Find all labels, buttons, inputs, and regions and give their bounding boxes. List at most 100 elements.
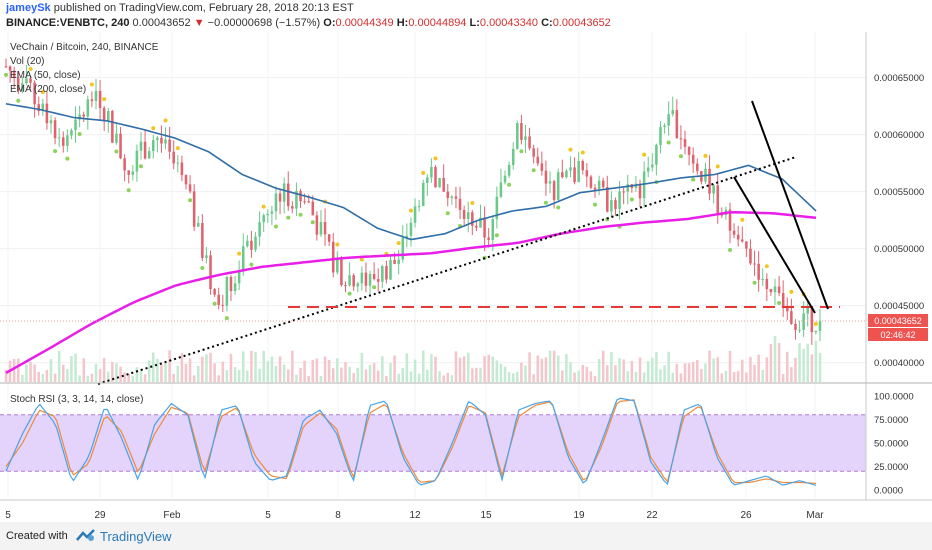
volume-bar — [471, 368, 474, 382]
candle — [49, 120, 53, 124]
volume-bar — [442, 375, 445, 382]
candle — [638, 183, 642, 199]
volume-bar — [389, 363, 392, 382]
symbol-line: BINANCE:VENBTC, 240 0.00043652 ▼ −0.0000… — [6, 17, 611, 29]
candle — [372, 274, 376, 279]
candle — [221, 304, 225, 306]
volume-bar — [74, 353, 77, 382]
stoch-label: Stoch RSI (3, 3, 14, 14, close) — [10, 394, 143, 405]
candle — [442, 177, 445, 192]
candle — [368, 274, 372, 286]
ema50-line[interactable] — [5, 103, 817, 241]
volume-bar — [323, 356, 327, 382]
volume-bar — [651, 357, 654, 382]
candle — [106, 111, 110, 122]
stoch-k-line[interactable] — [5, 397, 817, 486]
candle — [147, 151, 151, 159]
tradingview-logo-icon[interactable] — [76, 528, 96, 542]
volume-bar — [454, 351, 458, 382]
candle — [344, 285, 347, 287]
volume-bar — [381, 356, 384, 382]
candle — [671, 110, 675, 115]
low-value: 0.00043340 — [479, 17, 539, 29]
volume-bar — [450, 375, 454, 382]
volume-bar — [356, 367, 360, 382]
volume-bar — [659, 369, 662, 382]
candle — [127, 170, 130, 175]
candle — [393, 259, 396, 264]
volume-bar — [524, 365, 527, 382]
volume-bar — [184, 363, 188, 382]
volume-bar — [340, 367, 343, 382]
wedge-upper-line[interactable] — [751, 100, 829, 310]
candle — [581, 160, 585, 171]
candle — [626, 184, 630, 192]
time-axis[interactable]: 5 29 Feb 5 8 12 15 19 22 26 Mar — [5, 510, 824, 521]
volume-bar — [773, 336, 777, 382]
sar-dot — [224, 316, 229, 321]
sar-dot — [703, 153, 708, 158]
time-tick-label: 5 — [5, 510, 11, 521]
candle — [646, 167, 650, 172]
sar-dot — [519, 149, 524, 154]
candle — [33, 82, 36, 105]
candle — [462, 209, 466, 219]
stoch-axis[interactable]: 100.0000 75.0000 50.0000 25.0000 0.0000 — [874, 392, 914, 497]
candle — [41, 103, 45, 112]
candle — [299, 190, 302, 202]
candle — [802, 313, 805, 330]
sar-dot — [77, 131, 82, 136]
candle — [552, 181, 556, 200]
sar-dot — [65, 156, 70, 161]
volume-bar — [401, 368, 405, 382]
candle — [479, 217, 482, 228]
candle — [352, 275, 355, 287]
price-axis[interactable]: 0.00065000 0.00060000 0.00055000 0.00050000… — [874, 73, 924, 369]
candle — [577, 160, 580, 183]
wedge-lower-line[interactable] — [733, 176, 816, 314]
candle — [438, 177, 441, 188]
volume-bar — [90, 373, 94, 382]
volume-bar — [213, 363, 216, 382]
tradingview-brand[interactable]: TradingView — [100, 529, 172, 544]
volume-bar — [176, 365, 180, 382]
volume-bar — [409, 371, 413, 382]
candle — [381, 266, 384, 282]
sar-dot — [16, 98, 21, 103]
volume-bar — [53, 373, 57, 382]
candle — [520, 123, 523, 140]
volume-bar — [111, 362, 114, 382]
candle — [229, 276, 233, 292]
candle — [172, 151, 175, 164]
volume-bar — [344, 362, 347, 382]
candle — [86, 99, 90, 117]
candle — [818, 320, 822, 331]
candle — [225, 276, 229, 306]
candle — [25, 78, 28, 84]
volume-bar — [21, 374, 24, 382]
sar-dot — [273, 224, 278, 229]
sar-dot — [494, 233, 499, 238]
author-link[interactable]: jameySk — [6, 2, 51, 14]
stoch-band — [0, 414, 866, 472]
candle — [655, 144, 658, 165]
volume-bar — [205, 354, 208, 382]
ema200-line[interactable] — [5, 210, 817, 374]
sar-dot — [102, 97, 107, 102]
volume-bar — [487, 354, 490, 382]
stoch-d-line[interactable] — [5, 399, 817, 484]
candle — [786, 307, 789, 312]
price-chart[interactable]: 0.00065000 0.00060000 0.00055000 0.00050000… — [0, 32, 932, 522]
volume-bar — [282, 364, 286, 382]
created-with-text: Created with — [6, 530, 68, 542]
candle — [307, 201, 310, 203]
candle — [781, 293, 785, 308]
candle — [790, 311, 793, 324]
close-label: C: — [541, 17, 553, 29]
candle — [102, 108, 106, 122]
trendline-support[interactable] — [97, 156, 797, 385]
publish-line: jameySk published on TradingView.com, Fe… — [6, 2, 354, 14]
candle — [303, 201, 306, 203]
volume-bar — [17, 358, 20, 382]
candle — [364, 272, 368, 286]
